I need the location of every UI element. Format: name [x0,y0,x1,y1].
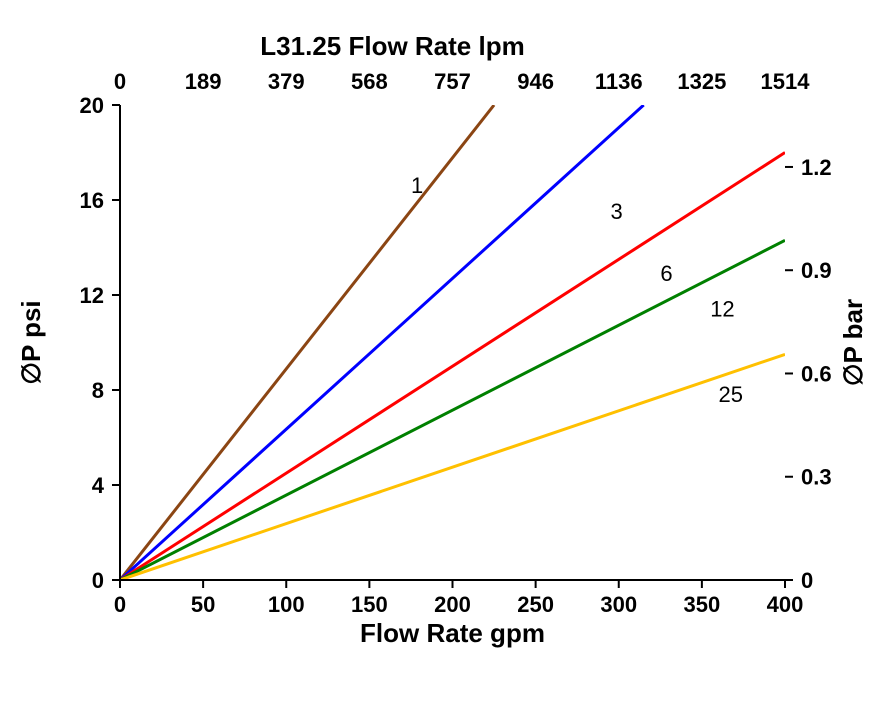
series-label-1: 1 [411,173,423,198]
y-right-tick-label: 0.3 [801,465,832,490]
x-bottom-tick-label: 400 [767,592,804,617]
series-label-6: 6 [660,261,672,286]
y-right-axis-label: ∅P bar [838,299,868,386]
x-top-tick-label: 757 [434,69,471,94]
y-left-tick-label: 4 [92,473,105,498]
y-left-tick-label: 12 [80,283,104,308]
x-bottom-tick-label: 250 [517,592,554,617]
y-left-axis-label: ∅P psi [16,300,46,384]
chart-title-top: L31.25 Flow Rate lpm [260,31,524,61]
chart-container: 050100150200250300350400Flow Rate gpm018… [0,0,886,702]
x-top-tick-label: 1325 [677,69,726,94]
x-bottom-tick-label: 50 [191,592,215,617]
y-left-tick-label: 20 [80,93,104,118]
y-left-tick-label: 0 [92,568,104,593]
y-left-tick-label: 8 [92,378,104,403]
x-top-tick-label: 379 [268,69,305,94]
x-bottom-tick-label: 150 [351,592,388,617]
x-top-tick-label: 568 [351,69,388,94]
x-top-tick-label: 1514 [761,69,811,94]
series-label-3: 3 [610,199,622,224]
x-top-tick-label: 946 [517,69,554,94]
x-bottom-axis-label: Flow Rate gpm [360,618,545,648]
x-top-tick-label: 1136 [595,69,643,94]
x-bottom-tick-label: 350 [684,592,721,617]
x-top-tick-label: 189 [185,69,222,94]
x-bottom-tick-label: 200 [434,592,471,617]
series-label-25: 25 [719,382,743,407]
y-right-tick-label: 1.2 [801,155,832,180]
y-right-tick-label: 0.6 [801,361,832,386]
y-right-tick-label: 0.9 [801,258,832,283]
flow-rate-chart: 050100150200250300350400Flow Rate gpm018… [0,0,886,702]
x-bottom-tick-label: 300 [600,592,637,617]
y-right-tick-label: 0 [801,568,813,593]
x-top-tick-label: 0 [114,69,126,94]
y-left-tick-label: 16 [80,188,104,213]
x-bottom-tick-label: 100 [268,592,305,617]
x-bottom-tick-label: 0 [114,592,126,617]
series-label-12: 12 [710,296,734,321]
